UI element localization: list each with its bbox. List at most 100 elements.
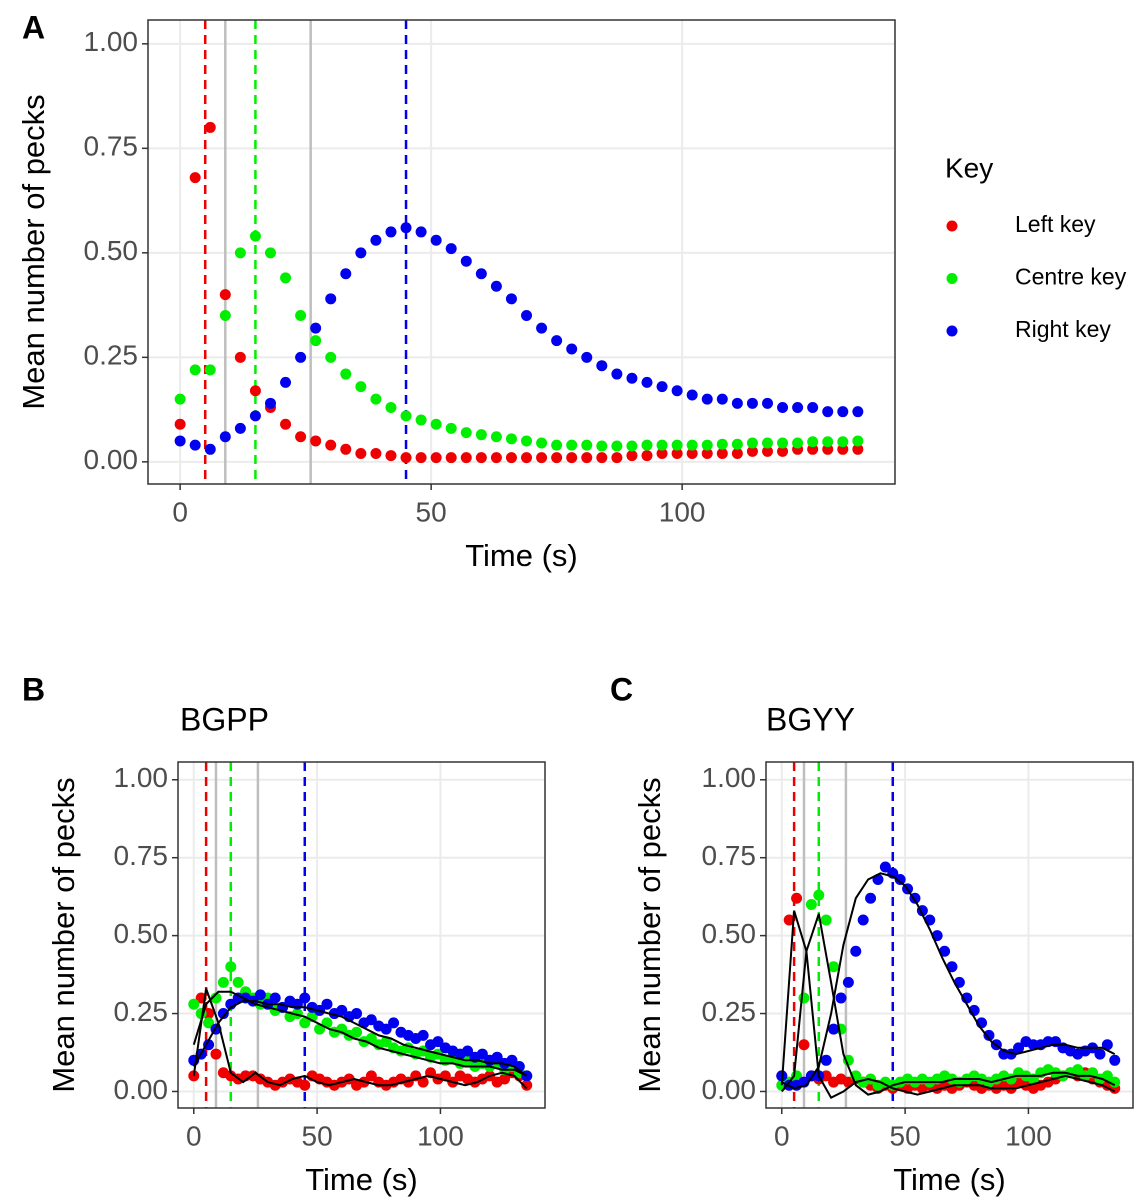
point	[310, 322, 322, 334]
point	[807, 402, 819, 414]
point	[686, 439, 698, 451]
point	[249, 385, 261, 397]
point	[716, 447, 728, 459]
point	[460, 452, 472, 464]
point	[536, 437, 548, 449]
plot-frame	[177, 761, 546, 1109]
point	[837, 406, 849, 418]
point	[894, 874, 906, 886]
point	[792, 402, 804, 414]
panel-title: BGPP	[180, 701, 269, 737]
point	[475, 429, 487, 441]
point	[656, 381, 668, 393]
point	[807, 436, 819, 448]
point	[641, 376, 653, 388]
point	[746, 397, 758, 409]
y-tick-label: 0.50	[114, 918, 169, 949]
panel: 0.00 0.25 0.50 0.75 1.00 0 50 100 A Time (s) Mean …	[16, 9, 1127, 573]
point	[174, 435, 186, 447]
point	[983, 1029, 995, 1041]
point	[490, 452, 502, 464]
point	[355, 381, 367, 393]
point	[189, 172, 201, 184]
point	[491, 1051, 503, 1063]
point	[746, 445, 758, 457]
point	[336, 1004, 348, 1016]
point	[400, 410, 412, 422]
point	[217, 1008, 229, 1020]
point	[581, 439, 593, 451]
point	[264, 247, 276, 259]
point	[1072, 1064, 1084, 1076]
point	[551, 439, 563, 451]
point	[805, 898, 817, 910]
point	[415, 226, 427, 238]
point	[820, 914, 832, 926]
point	[219, 310, 231, 322]
point	[400, 452, 412, 464]
point	[746, 437, 758, 449]
point	[188, 998, 200, 1010]
point	[879, 861, 891, 873]
point	[219, 289, 231, 301]
point	[521, 310, 533, 322]
point	[701, 393, 713, 405]
point	[204, 364, 216, 376]
x-axis-title: Time (s)	[893, 1162, 1006, 1197]
point	[731, 447, 743, 459]
x-tick-label: 100	[659, 496, 706, 527]
plot-frame	[147, 19, 896, 485]
point	[460, 427, 472, 439]
y-tick-label: 0.25	[84, 340, 139, 371]
point	[203, 1017, 215, 1029]
point	[310, 435, 322, 447]
legend-swatch	[946, 220, 958, 232]
y-tick-label: 0.25	[702, 996, 757, 1027]
point	[234, 422, 246, 434]
point	[325, 293, 337, 305]
point	[385, 450, 397, 462]
panel-label: A	[22, 9, 45, 45]
point	[837, 436, 849, 448]
point	[299, 992, 311, 1004]
fit-line	[192, 1000, 528, 1077]
point	[551, 452, 563, 464]
point	[671, 385, 683, 397]
point	[626, 450, 638, 462]
point	[777, 402, 789, 414]
point	[566, 452, 578, 464]
x-axis-title: Time (s)	[305, 1162, 418, 1197]
point	[946, 961, 958, 973]
point	[264, 397, 276, 409]
point	[611, 368, 623, 380]
point	[828, 961, 840, 973]
legend-label: Left key	[1015, 211, 1096, 237]
point	[505, 293, 517, 305]
point	[355, 447, 367, 459]
panel-title: BGYY	[766, 701, 855, 737]
y-tick-label: 1.00	[702, 762, 757, 793]
point	[417, 1029, 429, 1041]
point	[852, 435, 864, 447]
point	[174, 418, 186, 430]
point	[731, 397, 743, 409]
point	[686, 447, 698, 459]
point	[521, 435, 533, 447]
point	[295, 310, 307, 322]
x-tick-label: 0	[172, 496, 188, 527]
x-tick-label: 100	[417, 1120, 464, 1151]
point	[189, 439, 201, 451]
point	[204, 121, 216, 133]
point	[310, 335, 322, 347]
point	[596, 360, 608, 372]
fit-line	[781, 913, 1116, 1096]
y-axis-title: Mean number of pecks	[46, 777, 81, 1092]
point	[626, 440, 638, 452]
y-tick-label: 0.50	[84, 235, 139, 266]
x-tick-label: 50	[890, 1120, 921, 1151]
point	[388, 1017, 400, 1029]
y-tick-label: 0.25	[114, 996, 169, 1027]
point	[792, 437, 804, 449]
point	[761, 437, 773, 449]
